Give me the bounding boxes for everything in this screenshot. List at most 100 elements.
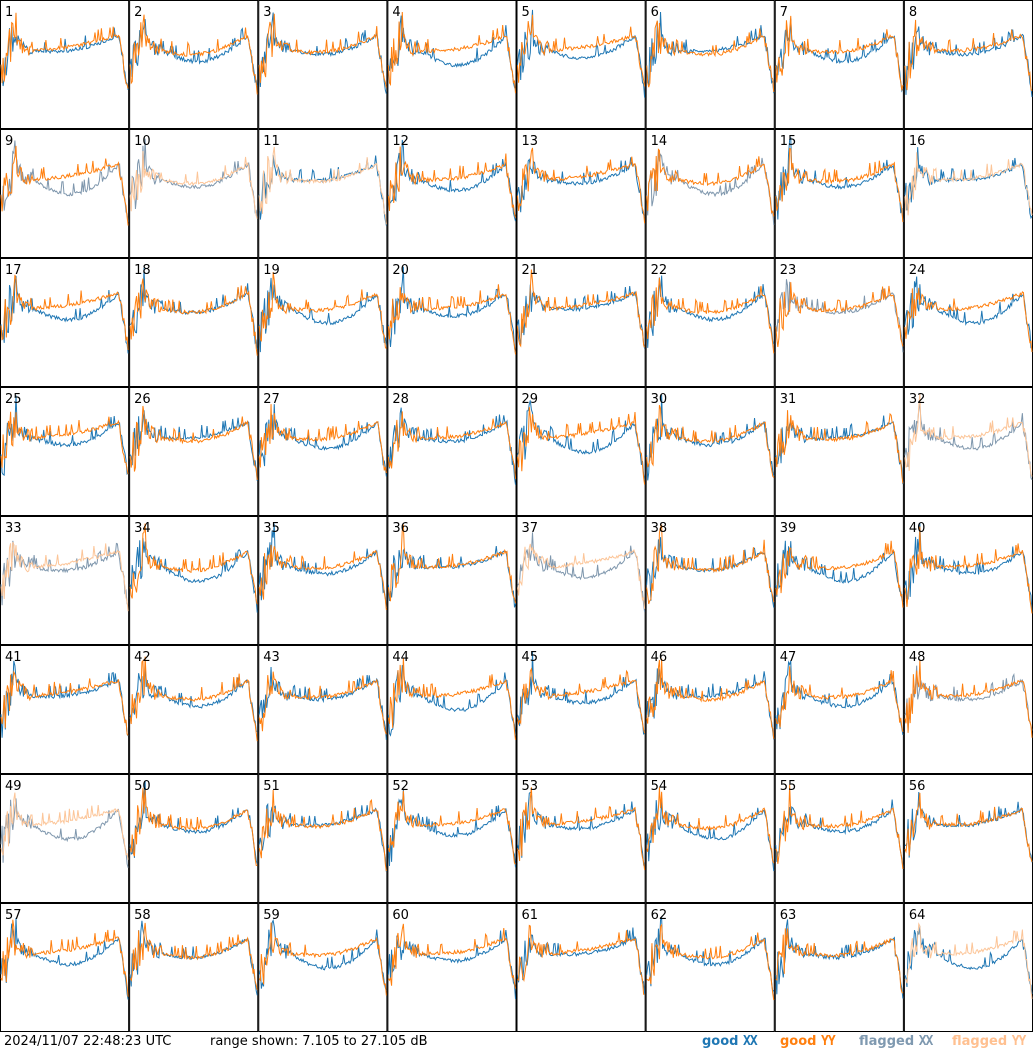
range-text: range shown: 7.105 to 27.105 dB	[210, 1034, 428, 1049]
panel: 4	[387, 0, 517, 129]
panel: 46	[645, 645, 775, 774]
series-xx	[775, 136, 904, 221]
panel: 18	[129, 258, 259, 387]
panel-label: 16	[909, 134, 926, 149]
series-xx	[517, 284, 646, 349]
series-yy	[775, 147, 904, 223]
panel-frame	[0, 645, 130, 774]
panel-label: 50	[134, 779, 151, 794]
panel-frame	[0, 903, 130, 1032]
series-xx	[517, 791, 646, 866]
panel-frame	[387, 516, 517, 645]
series-yy	[517, 14, 646, 87]
series-yy	[129, 523, 258, 605]
panel-frame	[645, 903, 775, 1032]
panel-label: 58	[134, 908, 151, 923]
legend-good-yy-word: good	[780, 1034, 817, 1049]
panel: 48	[903, 645, 1033, 774]
series-yy	[517, 269, 646, 348]
series-xx	[646, 394, 775, 481]
series-yy	[387, 284, 516, 355]
panel-label: 41	[5, 650, 22, 665]
series-yy	[387, 146, 516, 218]
series-yy	[904, 659, 1033, 738]
panel: 27	[258, 387, 388, 516]
panel-frame	[516, 129, 646, 258]
panel-label: 2	[134, 5, 142, 20]
panel-frame	[645, 0, 775, 129]
series-xx	[517, 927, 646, 995]
panel: 28	[387, 387, 517, 516]
series-xx	[387, 15, 516, 90]
series-yy	[517, 667, 646, 734]
panel-frame	[645, 129, 775, 258]
panel-label: 26	[134, 392, 151, 407]
series-yy	[387, 790, 516, 865]
series-xx	[0, 395, 129, 476]
panel-frame	[903, 516, 1033, 645]
panel: 6	[645, 0, 775, 129]
panel: 1	[0, 0, 130, 129]
panel: 10	[129, 129, 259, 258]
panel: 47	[774, 645, 904, 774]
panel: 30	[645, 387, 775, 516]
panel: 7	[774, 0, 904, 129]
series-yy	[258, 13, 387, 88]
series-xx	[646, 150, 775, 226]
panel-frame	[774, 387, 904, 516]
panel-frame	[516, 903, 646, 1032]
panel-label: 51	[263, 779, 280, 794]
series-xx	[517, 532, 646, 613]
panel-label: 46	[651, 650, 668, 665]
series-yy	[0, 919, 129, 997]
panel-label: 48	[909, 650, 926, 665]
panel: 59	[258, 903, 388, 1032]
panel-label: 17	[5, 263, 22, 278]
series-yy	[258, 922, 387, 996]
panel: 29	[516, 387, 646, 516]
series-yy	[258, 272, 387, 349]
panel-label: 40	[909, 521, 926, 536]
panel: 62	[645, 903, 775, 1032]
panel: 13	[516, 129, 646, 258]
panel: 43	[258, 645, 388, 774]
panel: 53	[516, 774, 646, 903]
panel-label: 52	[392, 779, 409, 794]
series-xx	[0, 660, 129, 738]
series-xx	[258, 666, 387, 740]
series-yy	[775, 15, 904, 91]
series-xx	[387, 789, 516, 868]
series-yy	[258, 146, 387, 225]
series-yy	[129, 788, 258, 866]
panel: 40	[903, 516, 1033, 645]
panel-label: 4	[392, 5, 400, 20]
panel: 42	[129, 645, 259, 774]
panel-label: 3	[263, 5, 271, 20]
series-xx	[775, 660, 904, 735]
panel-label: 39	[780, 521, 797, 536]
series-xx	[775, 279, 904, 353]
panel: 35	[258, 516, 388, 645]
panel: 41	[0, 645, 130, 774]
panel-frame	[774, 258, 904, 387]
panel-label: 57	[5, 908, 22, 923]
series-yy	[258, 544, 387, 611]
panel-label: 29	[522, 392, 539, 407]
series-yy	[646, 658, 775, 739]
panel-frame	[645, 774, 775, 903]
series-yy	[258, 789, 387, 872]
series-xx	[129, 19, 258, 86]
panel: 52	[387, 774, 517, 903]
series-xx	[517, 400, 646, 481]
series-yy	[646, 787, 775, 864]
legend-flagged-xx-word: flagged	[859, 1034, 915, 1049]
series-yy	[775, 666, 904, 733]
panel: 24	[903, 258, 1033, 387]
series-yy	[0, 274, 129, 350]
panel: 51	[258, 774, 388, 903]
panel-label: 12	[392, 134, 409, 149]
panel-frame	[774, 903, 904, 1032]
panel: 21	[516, 258, 646, 387]
panel-frame	[387, 774, 517, 903]
series-yy	[775, 410, 904, 484]
